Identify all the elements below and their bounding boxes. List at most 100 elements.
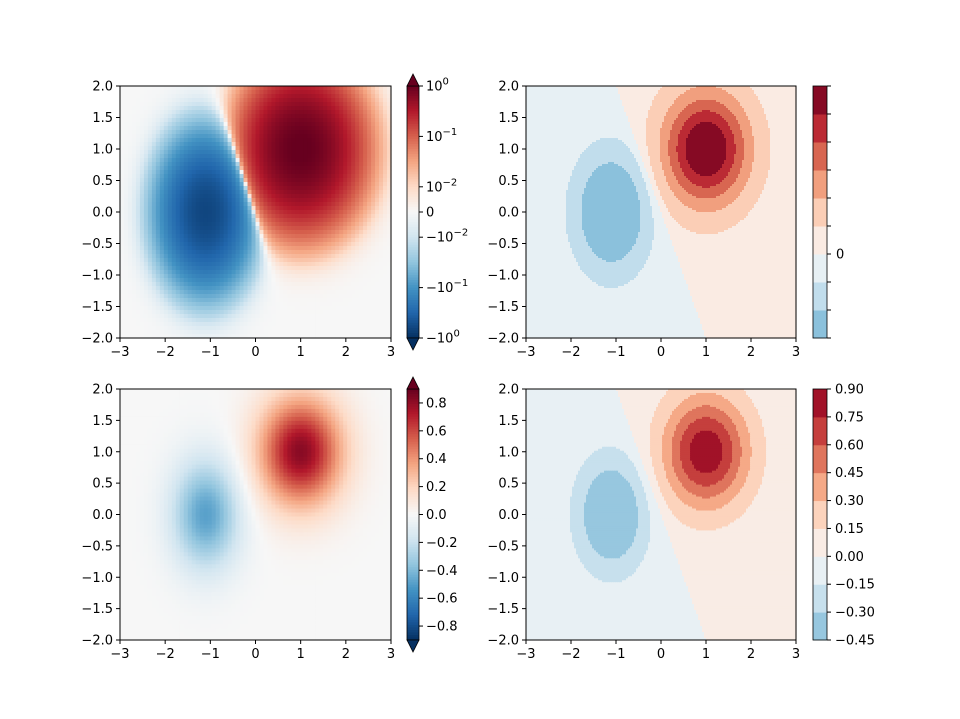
mesh-cell [132,286,137,291]
mesh-cell [283,114,288,119]
mesh-cell [299,110,304,115]
mesh-cell [120,198,125,203]
mesh-cell [359,254,364,259]
mesh-cell [128,326,133,331]
mesh-cell [132,310,137,315]
mesh-cell [240,306,245,311]
mesh-cell [339,202,344,207]
mesh-cell [319,138,324,143]
mesh-cell [184,318,189,323]
mesh-cell [120,218,125,223]
mesh-cell [176,242,181,247]
mesh-cell [367,190,372,195]
mesh-cell [347,98,352,103]
mesh-cell [216,142,221,147]
mesh-cell [188,230,193,235]
mesh-cell [148,194,153,199]
mesh-cell [252,230,257,235]
mesh-cell [232,322,237,327]
mesh-cell [140,98,145,103]
mesh-cell [144,266,149,271]
mesh-cell [128,142,133,147]
mesh-cell [319,314,324,319]
mesh-cell [275,314,280,319]
mesh-cell [216,234,221,239]
mesh-cell [236,118,241,123]
mesh-cell [291,130,296,135]
mesh-cell [283,234,288,239]
mesh-cell [319,302,324,307]
mesh-cell [144,202,149,207]
mesh-cell [307,326,312,331]
mesh-cell [224,170,229,175]
mesh-cell [259,258,264,263]
mesh-cell [140,86,145,91]
mesh-cell [168,218,173,223]
mesh-cell [307,254,312,259]
mesh-cell [275,238,280,243]
mesh-cell [327,306,332,311]
mesh-cell [144,90,149,95]
mesh-cell [363,194,368,199]
mesh-cell [152,250,157,255]
mesh-cell [315,202,320,207]
mesh-cell [192,106,197,111]
mesh-cell [283,258,288,263]
mesh-cell [259,178,264,183]
mesh-cell [204,154,209,159]
mesh-cell [303,194,308,199]
mesh-cell [188,106,193,111]
mesh-cell [212,178,217,183]
mesh-cell [140,298,145,303]
mesh-cell [351,126,356,131]
mesh-cell [168,138,173,143]
mesh-cell [236,102,241,107]
mesh-cell [355,302,360,307]
mesh-cell [319,258,324,263]
mesh-cell [240,302,245,307]
mesh-cell [271,270,276,275]
mesh-cell [148,142,153,147]
mesh-cell [379,90,384,95]
mesh-cell [383,142,388,147]
mesh-cell [275,274,280,279]
mesh-cell [303,206,308,211]
mesh-cell [200,90,205,95]
mesh-cell [228,294,233,299]
mesh-cell [323,166,328,171]
mesh-cell [259,134,264,139]
mesh-cell [156,238,161,243]
mesh-cell [164,250,169,255]
mesh-cell [168,182,173,187]
mesh-cell [307,330,312,335]
mesh-cell [375,330,380,335]
mesh-cell [244,258,249,263]
mesh-cell [156,138,161,143]
mesh-cell [287,178,292,183]
mesh-cell [359,278,364,283]
mesh-cell [383,130,388,135]
mesh-cell [180,262,185,267]
mesh-cell [275,138,280,143]
mesh-cell [232,234,237,239]
mesh-cell [303,98,308,103]
mesh-cell [120,322,125,327]
mesh-cell [303,146,308,151]
mesh-cell [359,242,364,247]
mesh-cell [168,282,173,287]
mesh-cell [279,230,284,235]
mesh-cell [228,218,233,223]
mesh-cell [204,290,209,295]
mesh-cell [263,114,268,119]
mesh-cell [343,86,348,91]
mesh-cell [220,226,225,231]
mesh-cell [144,174,149,179]
mesh-cell [351,246,356,251]
mesh-cell [383,234,388,239]
mesh-cell [339,234,344,239]
mesh-cell [291,126,296,131]
mesh-cell [144,282,149,287]
mesh-cell [216,190,221,195]
mesh-cell [240,290,245,295]
y-tick-label: −1.0 [81,269,113,284]
